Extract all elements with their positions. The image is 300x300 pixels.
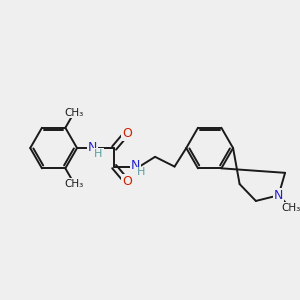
Text: H: H bbox=[94, 149, 103, 159]
Text: N: N bbox=[88, 141, 97, 154]
Text: O: O bbox=[122, 175, 132, 188]
Text: N: N bbox=[274, 189, 283, 202]
Text: CH₃: CH₃ bbox=[64, 108, 84, 118]
Text: H: H bbox=[137, 167, 146, 177]
Text: CH₃: CH₃ bbox=[281, 203, 300, 213]
Text: O: O bbox=[122, 127, 132, 140]
Text: CH₃: CH₃ bbox=[64, 178, 84, 188]
Text: N: N bbox=[131, 159, 140, 172]
